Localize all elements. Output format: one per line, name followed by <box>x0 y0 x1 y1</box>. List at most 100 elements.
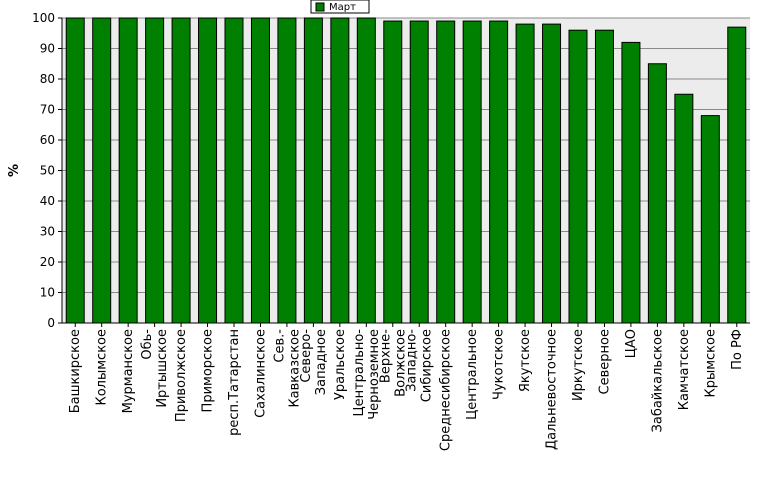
x-category-label-line: Дальневосточное <box>545 329 560 450</box>
x-category-label: Центральное <box>465 329 480 420</box>
bar <box>118 17 138 324</box>
x-category-label-line: Забайкальское <box>650 329 665 432</box>
bar <box>92 17 112 324</box>
bar <box>700 115 720 324</box>
bar <box>145 17 165 324</box>
y-tick-label: 0 <box>47 316 55 330</box>
x-category-label: Приморское <box>201 329 216 412</box>
x-category-label-line: Колымское <box>95 329 110 406</box>
x-category-label-line: Башкирское <box>68 329 83 413</box>
x-category-label: Уральское <box>333 329 348 400</box>
bar <box>462 20 482 324</box>
bar <box>568 29 588 324</box>
x-category-label-line: Крымское <box>703 329 718 398</box>
x-category-label: Дальневосточное <box>545 329 560 450</box>
y-tick-label: 40 <box>40 194 55 208</box>
bar <box>198 17 218 324</box>
x-category-label: Сев.-Кавказское <box>272 329 302 408</box>
x-category-label-line: Обь- <box>140 329 155 360</box>
axes <box>58 17 750 327</box>
bar <box>250 17 270 324</box>
bar <box>171 17 191 324</box>
y-tick-label: 100 <box>32 11 55 25</box>
x-category-labels: Башкирское Колымское Мурманское Обь-Иртышск… <box>68 329 745 451</box>
x-category-label: Камчатское <box>677 329 692 410</box>
legend-series-label: Март <box>329 2 356 13</box>
x-category-label-line: Кавказское <box>287 329 302 408</box>
x-category-label-line: Приволжское <box>174 329 189 422</box>
x-category-label: ЦАО <box>624 329 639 358</box>
x-category-label-line: Среднесибирское <box>439 329 454 451</box>
bar <box>277 17 297 324</box>
x-category-label-line: Западно- <box>405 329 420 392</box>
bar <box>594 29 614 324</box>
y-tick-label: 80 <box>40 72 55 86</box>
x-category-label: Верхне-Волжское <box>378 329 408 397</box>
x-category-label-line: Центрально- <box>352 329 367 417</box>
x-category-label-line: Сибирское <box>420 329 435 402</box>
y-tick-label: 30 <box>40 225 55 239</box>
legend-box <box>310 0 370 14</box>
bar <box>65 17 85 324</box>
x-category-label: Сахалинское <box>253 329 268 418</box>
bar <box>621 41 641 324</box>
x-category-label-line: Северо- <box>299 329 314 383</box>
legend: Март <box>310 0 370 14</box>
bar <box>356 17 376 324</box>
y-tick-label: 50 <box>40 164 55 178</box>
x-category-label: Центрально-Черноземное <box>352 329 382 420</box>
bar <box>489 20 509 324</box>
x-category-label: Приволжское <box>174 329 189 422</box>
x-category-label-line: Камчатское <box>677 329 692 410</box>
x-category-label: Северо-Западное <box>299 329 329 396</box>
x-category-label: Крымское <box>703 329 718 398</box>
y-tick-label: 60 <box>40 133 55 147</box>
x-category-label: респ.Татарстан <box>227 329 242 436</box>
bar <box>727 26 747 324</box>
x-category-label: Среднесибирское <box>439 329 454 451</box>
x-category-label-line: Приморское <box>201 329 216 412</box>
x-category-label-line: Иркутское <box>571 329 586 401</box>
x-category-label: Якутское <box>518 329 533 392</box>
x-category-label-line: ЦАО <box>624 329 639 358</box>
bar <box>542 23 562 324</box>
x-category-label-line: Верхне- <box>378 329 393 383</box>
x-category-label: Северное <box>597 329 612 394</box>
x-category-label-line: Сев.- <box>272 329 287 363</box>
x-category-label-line: Волжское <box>393 329 408 397</box>
x-category-label-line: По РФ <box>730 329 745 370</box>
legend-swatch <box>315 2 325 12</box>
x-category-label-line: Сахалинское <box>253 329 268 418</box>
x-category-label-line: респ.Татарстан <box>227 329 242 436</box>
bar <box>436 20 456 324</box>
bar <box>674 93 694 324</box>
x-category-label: Мурманское <box>121 329 136 413</box>
x-category-label-line: Чукотское <box>492 329 507 400</box>
bar <box>383 20 403 324</box>
bar <box>224 17 244 324</box>
x-category-label-line: Черноземное <box>367 329 382 420</box>
x-category-label-line: Западное <box>314 329 329 395</box>
bar <box>647 63 667 324</box>
y-tick-label: 10 <box>40 286 55 300</box>
x-category-label: Иркутское <box>571 329 586 401</box>
bar <box>330 17 350 324</box>
y-tick-label: 20 <box>40 255 55 269</box>
x-category-label: Западно-Сибирское <box>405 329 435 403</box>
x-category-label-line: Уральское <box>333 329 348 400</box>
x-category-label-line: Иртышское <box>155 329 170 408</box>
x-category-label: По РФ <box>730 329 745 370</box>
y-tick-labels: 0 10 20 30 40 50 60 70 80 90 100 <box>32 11 55 330</box>
x-category-label-line: Якутское <box>518 329 533 392</box>
x-category-label-line: Северное <box>597 329 612 394</box>
y-tick-label: 90 <box>40 42 55 56</box>
x-category-label: Чукотское <box>492 329 507 400</box>
bar <box>303 17 323 324</box>
y-tick-label: 70 <box>40 103 55 117</box>
x-category-label: Башкирское <box>68 329 83 413</box>
x-category-label: Колымское <box>95 329 110 406</box>
x-category-label: Обь-Иртышское <box>140 329 170 408</box>
x-category-label: Забайкальское <box>650 329 665 432</box>
bar <box>515 23 535 324</box>
